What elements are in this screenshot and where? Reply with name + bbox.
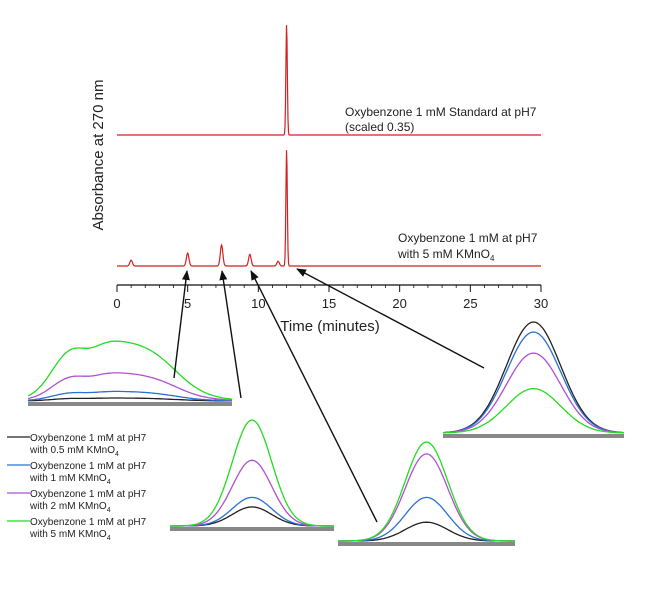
- inset-curve: [27, 390, 232, 402]
- legend-line2-sub: 4: [107, 507, 111, 514]
- arrows: [173, 268, 485, 523]
- inset-panel: [442, 321, 625, 438]
- kmno4-note-sub: 4: [490, 254, 495, 263]
- x-tick-label: 30: [534, 296, 548, 311]
- inset-curve: [442, 331, 625, 434]
- legend-line2-text: with 5 mM KMnO: [29, 529, 107, 540]
- y-axis-label: Absorbance at 270 nm: [90, 80, 107, 231]
- inset-panel: [170, 419, 334, 531]
- legend-line1: Oxybenzone 1 mM at pH7: [30, 461, 147, 472]
- legend-line2: with 5 mM KMnO4: [29, 529, 111, 542]
- main-plot: [117, 25, 541, 267]
- inset-curve: [170, 419, 334, 527]
- legend-line1: Oxybenzone 1 mM at pH7: [30, 489, 147, 500]
- standard-label: Oxybenzone 1 mM Standard at pH7: [345, 105, 537, 119]
- legend-line2-text: with 1 mM KMnO: [29, 473, 107, 484]
- x-axis-label: Time (minutes): [280, 318, 379, 335]
- trace-standard: [117, 25, 541, 136]
- kmno4-label: Oxybenzone 1 mM at pH7: [398, 231, 538, 245]
- arrow: [173, 270, 190, 379]
- arrow: [219, 270, 242, 399]
- x-tick-label: 5: [184, 296, 191, 311]
- inset-curve: [27, 372, 233, 401]
- legend-line2-sub: 4: [115, 451, 119, 458]
- inset-curve: [27, 340, 233, 400]
- kmno4-note: with 5 mM KMnO4: [397, 247, 495, 263]
- inset-curve: [170, 506, 334, 527]
- legend-line2-text: with 2 mM KMnO: [29, 501, 107, 512]
- inset-panels: [27, 321, 625, 546]
- legend-line2: with 0.5 mM KMnO4: [29, 445, 119, 458]
- arrow: [296, 268, 485, 369]
- inset-curve: [170, 459, 334, 527]
- arrow: [250, 270, 378, 523]
- trace-kmno4: [117, 150, 541, 267]
- inset-curve: [170, 496, 334, 527]
- inset-curve: [338, 441, 515, 542]
- inset-curve: [28, 397, 232, 402]
- x-tick-label: 15: [322, 296, 336, 311]
- legend-line1: Oxybenzone 1 mM at pH7: [30, 517, 147, 528]
- legend-line2: with 1 mM KMnO4: [29, 473, 111, 486]
- legend-line1: Oxybenzone 1 mM at pH7: [30, 433, 147, 444]
- legend-line2-sub: 4: [107, 535, 111, 542]
- inset-panel: [27, 340, 233, 406]
- inset-curve: [442, 321, 625, 434]
- inset-curve: [338, 521, 515, 542]
- legend-line2-text: with 0.5 mM KMnO: [29, 445, 115, 456]
- inset-curve: [338, 496, 515, 542]
- standard-note: (scaled 0.35): [345, 120, 414, 134]
- x-tick-label: 20: [392, 296, 406, 311]
- x-tick-label: 25: [463, 296, 477, 311]
- x-axis: 0 5 10 15 20 25 30: [113, 284, 548, 311]
- x-tick-label: 0: [113, 296, 120, 311]
- kmno4-note-text: with 5 mM KMnO: [397, 247, 490, 261]
- legend-line2-sub: 4: [107, 479, 111, 486]
- inset-curve: [443, 387, 624, 434]
- inset-panel: [338, 441, 515, 546]
- legend-line2: with 2 mM KMnO4: [29, 501, 111, 514]
- inset-curve: [442, 352, 625, 434]
- x-tick-label: 10: [251, 296, 265, 311]
